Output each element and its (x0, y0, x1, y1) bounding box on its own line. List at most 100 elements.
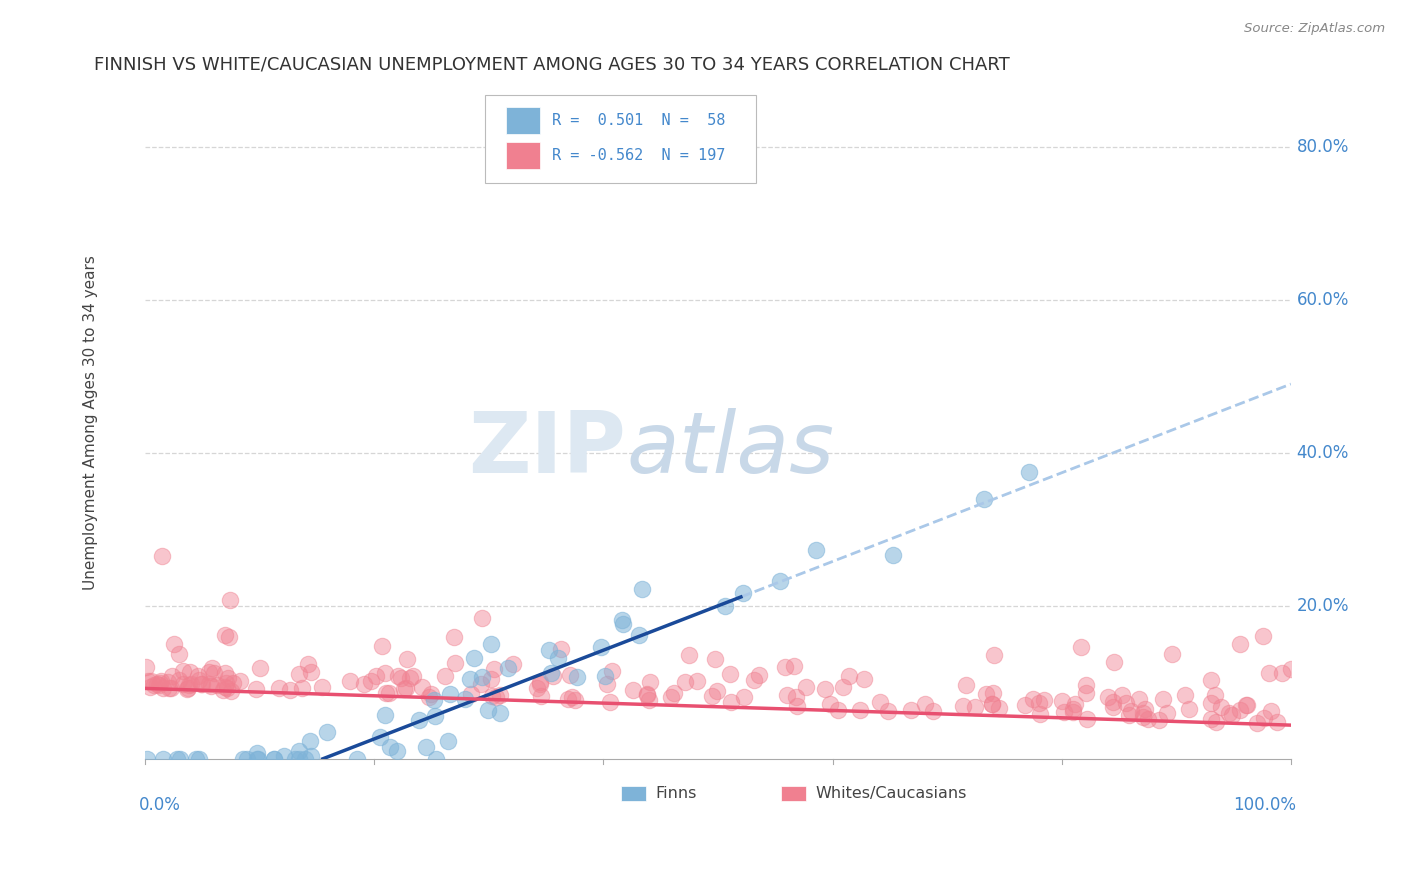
Point (973, 492, 995, 507)
Point (418, 690, 440, 704)
Point (529, 677, 551, 691)
Point (401, 669, 423, 683)
Point (135, 752, 157, 766)
Point (294, 752, 316, 766)
Point (232, 752, 254, 766)
Point (1028, 707, 1050, 722)
Point (786, 699, 808, 714)
Point (983, 648, 1005, 662)
Point (720, 695, 742, 709)
Point (179, 665, 201, 679)
Point (387, 669, 409, 683)
Point (152, 681, 174, 695)
Point (1279, 662, 1302, 676)
Point (540, 666, 562, 681)
Point (783, 659, 806, 673)
Point (700, 689, 723, 703)
Point (191, 677, 214, 691)
Point (1178, 701, 1201, 715)
Point (217, 681, 239, 695)
Text: R = -0.562  N = 197: R = -0.562 N = 197 (551, 148, 725, 163)
Point (157, 681, 180, 696)
Point (488, 706, 510, 721)
Point (1147, 713, 1170, 727)
Point (1022, 691, 1045, 706)
Point (246, 752, 269, 766)
Point (180, 677, 202, 691)
Point (1032, 692, 1054, 706)
Point (1229, 703, 1251, 717)
Point (299, 733, 322, 747)
Point (714, 599, 737, 613)
Point (1199, 696, 1222, 710)
Point (1064, 697, 1087, 711)
Point (1132, 709, 1154, 723)
Point (547, 651, 569, 665)
Point (443, 630, 465, 644)
Point (396, 651, 419, 665)
Point (1097, 690, 1119, 705)
Point (477, 703, 499, 717)
Point (488, 688, 510, 702)
Point (246, 752, 269, 766)
Point (385, 744, 408, 758)
Text: Whites/Caucasians: Whites/Caucasians (815, 786, 967, 801)
Point (176, 681, 198, 695)
Point (395, 681, 418, 695)
Point (375, 686, 398, 700)
Point (974, 687, 997, 701)
Point (190, 677, 212, 691)
Point (1133, 702, 1156, 716)
Point (558, 668, 581, 682)
FancyBboxPatch shape (485, 95, 756, 184)
Point (1102, 695, 1125, 709)
Point (167, 648, 190, 662)
Point (526, 681, 548, 695)
Point (214, 665, 236, 680)
Point (593, 669, 616, 683)
Point (316, 725, 339, 739)
Point (1028, 697, 1050, 711)
Point (621, 683, 644, 698)
Point (443, 656, 465, 670)
Point (589, 640, 612, 654)
Point (775, 660, 797, 674)
Point (278, 682, 301, 697)
Point (139, 680, 162, 694)
Point (1121, 704, 1143, 718)
Point (814, 682, 837, 697)
Point (496, 661, 519, 675)
Point (768, 574, 790, 589)
Point (1251, 629, 1274, 643)
Point (748, 668, 770, 682)
Point (718, 667, 741, 681)
Point (179, 678, 201, 692)
Point (485, 690, 508, 705)
Point (169, 673, 191, 687)
Point (869, 694, 891, 708)
Point (1234, 698, 1257, 712)
Point (217, 672, 239, 686)
Point (1161, 647, 1184, 661)
Point (1076, 686, 1098, 700)
Point (1118, 708, 1140, 723)
Point (207, 678, 229, 692)
Point (458, 672, 481, 686)
Point (287, 666, 309, 681)
Point (291, 681, 314, 695)
Point (366, 669, 388, 683)
Point (212, 683, 235, 698)
Point (550, 642, 572, 657)
Point (143, 678, 166, 692)
Point (820, 697, 842, 711)
Point (628, 628, 651, 642)
Point (263, 752, 285, 766)
Point (1199, 673, 1222, 687)
Point (150, 674, 173, 689)
Point (411, 680, 433, 694)
Point (374, 665, 396, 680)
Point (1156, 706, 1178, 720)
Point (1253, 711, 1275, 725)
Point (299, 665, 322, 679)
FancyBboxPatch shape (620, 786, 645, 800)
